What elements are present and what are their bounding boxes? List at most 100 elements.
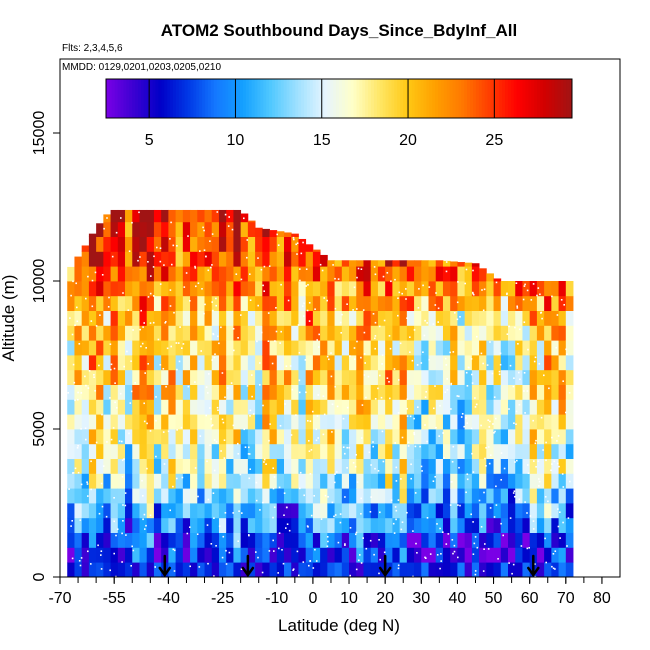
heatmap-cell (356, 340, 364, 356)
heatmap-cell (74, 532, 83, 548)
track-dot (283, 492, 286, 494)
track-dot (456, 395, 459, 397)
heatmap-cell (464, 517, 473, 533)
heatmap-cell (182, 251, 191, 267)
track-dot (421, 470, 423, 472)
heatmap-cell (269, 517, 278, 533)
track-dot (374, 321, 377, 324)
heatmap-cell (334, 355, 343, 371)
track-dot (513, 422, 515, 424)
heatmap-cell (479, 325, 487, 341)
track-dot (69, 317, 71, 319)
track-dot (187, 385, 190, 388)
heatmap-cell (96, 355, 104, 371)
heatmap-cell (132, 488, 140, 504)
heatmap-cell (536, 547, 545, 563)
track-dot (379, 511, 381, 514)
track-dot (360, 497, 362, 500)
heatmap-cell (349, 266, 357, 282)
track-dot (386, 272, 389, 274)
track-dot (77, 471, 80, 474)
heatmap-cell (320, 310, 328, 326)
heatmap-cell (168, 209, 177, 223)
track-dot (472, 293, 475, 296)
track-dot (394, 506, 397, 508)
track-dot (308, 564, 310, 567)
heatmap-cell (125, 414, 133, 430)
track-dot (129, 402, 132, 404)
heatmap-cell (190, 209, 198, 223)
track-dot (449, 351, 451, 354)
heatmap-cell (161, 458, 169, 474)
track-dot (556, 440, 558, 442)
heatmap-cell (558, 562, 567, 577)
heatmap-cell (435, 473, 444, 489)
track-dot (149, 292, 152, 295)
heatmap-cell (190, 340, 198, 356)
heatmap-cell (558, 325, 567, 341)
heatmap-cell (168, 532, 177, 548)
heatmap-cell (399, 325, 408, 341)
track-dot (115, 231, 118, 234)
heatmap-cell (442, 429, 451, 445)
track-dot (482, 309, 485, 312)
heatmap-cell (522, 414, 531, 430)
heatmap-cell (81, 488, 90, 504)
heatmap-cell (226, 310, 234, 326)
track-dot (447, 533, 450, 535)
heatmap-cell (197, 369, 205, 385)
heatmap-cell (356, 325, 364, 341)
track-dot (379, 558, 381, 561)
heatmap-cell (479, 429, 487, 445)
track-dot (554, 550, 557, 552)
heatmap-cell (284, 251, 292, 267)
heatmap-cell (96, 429, 104, 445)
heatmap-cell (370, 414, 379, 430)
track-dot (424, 556, 426, 559)
colorbar-segment (548, 79, 553, 118)
heatmap-cell (500, 488, 509, 504)
heatmap-cell (88, 503, 97, 519)
track-dot (145, 347, 147, 349)
track-dot (275, 307, 277, 309)
heatmap-cell (479, 295, 487, 311)
heatmap-cell (74, 473, 83, 489)
heatmap-cell (132, 310, 140, 326)
colorbar-segment (542, 79, 547, 118)
heatmap-cell (284, 473, 292, 489)
heatmap-cell (544, 340, 552, 356)
heatmap-cell (175, 221, 184, 237)
heatmap-cell (312, 310, 321, 326)
track-dot (114, 382, 116, 384)
heatmap-cell (247, 503, 256, 519)
heatmap-cell (442, 473, 451, 489)
x-tick-label: 10 (340, 590, 358, 607)
track-dot (90, 563, 92, 565)
heatmap-cell (486, 281, 494, 297)
colorbar-segment (242, 79, 247, 118)
track-dot (244, 446, 247, 448)
track-dot (544, 496, 547, 498)
track-dot (428, 286, 431, 288)
heatmap-cell (414, 310, 422, 326)
heatmap-cell (67, 443, 75, 459)
flight-track-dots (67, 211, 571, 577)
heatmap-cell (276, 310, 285, 326)
track-dot (297, 324, 300, 326)
heatmap-cell (486, 503, 494, 519)
heatmap-cell (247, 220, 256, 223)
heatmap-cell (262, 473, 270, 489)
track-dot (476, 546, 479, 549)
heatmap-cell (168, 458, 177, 474)
track-dot (77, 391, 79, 394)
heatmap-cell (240, 503, 249, 519)
track-dot (426, 322, 428, 324)
track-dot (118, 440, 121, 442)
heatmap-cell (81, 517, 90, 533)
heatmap-cell (312, 281, 321, 297)
heatmap-cell (88, 473, 97, 489)
heatmap-cell (377, 266, 386, 282)
colorbar-segment (365, 79, 369, 118)
heatmap-cell (139, 236, 148, 252)
track-dot (268, 265, 271, 267)
